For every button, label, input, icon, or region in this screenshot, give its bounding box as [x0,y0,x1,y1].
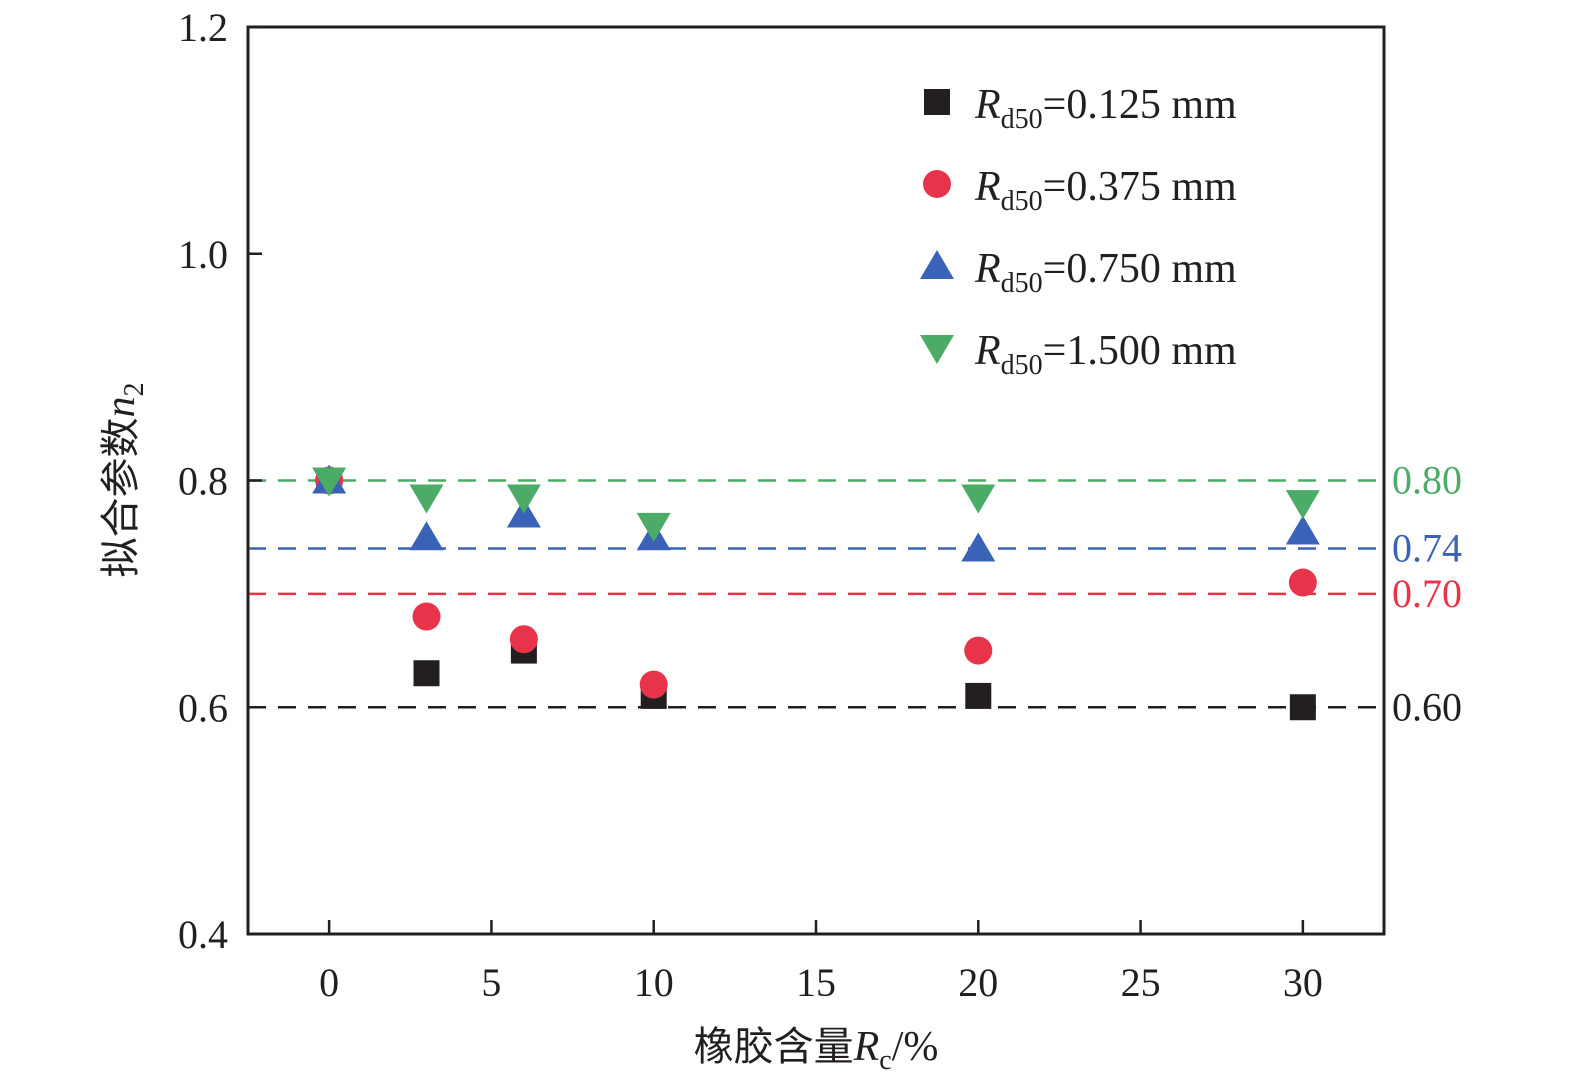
reference-label: 0.80 [1392,458,1462,503]
legend-marker [920,250,954,279]
data-point-series-1 [965,682,992,709]
data-point-series-3 [409,521,444,551]
reference-label: 0.70 [1392,571,1462,616]
x-tick-label: 10 [634,960,674,1005]
y-tick-label: 0.8 [178,459,228,504]
axis-ticks: 0 5 10 15 20 25 30 0.4 0.6 0.8 1.0 1.2 [178,5,1323,1005]
data-point-series-4 [409,484,444,514]
x-tick-label: 30 [1283,960,1323,1005]
data-point-series-2 [412,602,441,631]
data-markers [312,464,1320,721]
y-tick-label: 0.6 [178,685,228,730]
data-point-series-2 [964,636,993,665]
data-point-series-4 [1285,490,1320,520]
x-tick-label: 5 [481,960,501,1005]
data-point-series-2 [1288,568,1317,597]
y-axis-title: 拟合参数n2 [98,383,150,578]
legend-label: Rd50=0.750 mm [974,246,1237,299]
legend-label: Rd50=1.500 mm [974,328,1237,381]
legend: Rd50=0.125 mm Rd50=0.375 mm Rd50=0.750 mm R… [920,82,1237,381]
data-point-series-3 [961,532,996,562]
reference-lines: 0.80 0.740.70 0.60 [248,458,1462,729]
data-point-series-4 [312,467,347,497]
data-point-series-3 [1285,515,1320,545]
x-tick-label: 20 [958,960,998,1005]
legend-marker [920,335,954,364]
y-tick-label: 1.2 [178,5,228,50]
legend-marker [923,170,951,198]
x-tick-label: 25 [1121,960,1161,1005]
y-tick-label: 1.0 [178,232,228,277]
data-point-series-2 [639,670,668,699]
reference-label: 0.60 [1392,684,1462,729]
reference-label: 0.74 [1392,526,1462,571]
data-point-series-1 [1289,694,1316,721]
legend-label: Rd50=0.375 mm [974,164,1237,217]
data-point-series-4 [506,484,541,514]
x-tick-label: 15 [796,960,836,1005]
x-tick-label: 0 [319,960,339,1005]
data-point-series-2 [509,625,538,654]
data-point-series-4 [961,484,996,514]
data-point-series-4 [636,512,671,542]
legend-marker [924,89,950,115]
x-axis-title: 橡胶含量Rc/% [694,1024,939,1076]
data-point-series-1 [413,660,440,687]
y-tick-label: 0.4 [178,912,228,957]
legend-label: Rd50=0.125 mm [974,82,1237,135]
